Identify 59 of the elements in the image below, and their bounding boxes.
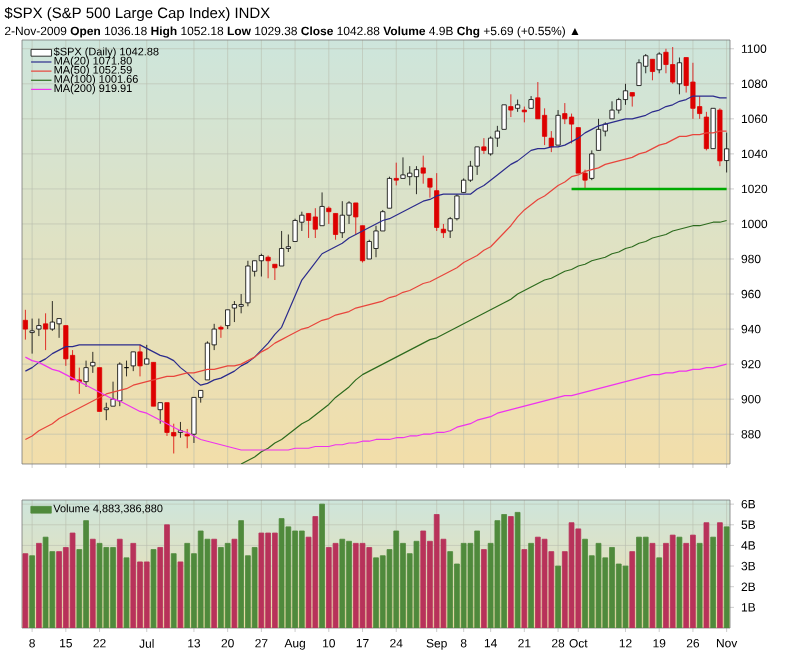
candlestick: [474, 146, 480, 176]
candlestick: [130, 351, 136, 372]
candlestick: [103, 402, 109, 421]
candlestick: [589, 149, 595, 181]
candlestick: [339, 200, 345, 239]
candlestick: [609, 100, 615, 120]
candlestick: [413, 165, 420, 195]
candlestick: [656, 51, 662, 74]
candlestick: [488, 135, 494, 157]
candlestick: [393, 162, 399, 186]
candlestick: [258, 253, 264, 277]
candlestick: [150, 361, 157, 407]
candlestick: [319, 192, 325, 227]
candlestick: [144, 344, 150, 365]
candlestick: [312, 207, 318, 239]
candlestick: [225, 309, 231, 330]
candlestick: [400, 156, 406, 179]
candlestick: [353, 202, 359, 235]
candlestick: [521, 106, 527, 123]
candlestick: [96, 367, 103, 412]
candlestick: [481, 137, 487, 155]
candlestick: [710, 107, 716, 150]
candlestick: [83, 360, 89, 388]
candlestick: [407, 165, 413, 186]
candlestick: [386, 176, 393, 209]
candlestick: [43, 312, 49, 351]
candlestick: [332, 213, 339, 241]
candlestick: [595, 118, 602, 151]
candlestick: [191, 397, 197, 444]
candlestick: [703, 111, 709, 151]
candlestick: [306, 213, 312, 239]
candlestick: [690, 62, 696, 120]
candlestick: [629, 92, 635, 107]
candlestick: [670, 46, 676, 85]
candlestick: [555, 109, 561, 146]
candlestick: [548, 130, 554, 153]
candlestick: [245, 260, 251, 307]
candlestick: [22, 309, 28, 340]
candlestick: [157, 402, 163, 425]
candlestick: [49, 300, 55, 332]
candlestick: [184, 428, 190, 449]
candlestick: [434, 172, 440, 232]
candlestick: [218, 325, 224, 339]
candlestick: [676, 57, 682, 95]
candlestick: [265, 255, 271, 279]
candlestick: [326, 206, 332, 225]
candlestick: [29, 318, 35, 355]
candlestick: [231, 300, 237, 323]
candlestick: [137, 344, 143, 377]
candlestick: [117, 361, 123, 407]
candlestick: [724, 132, 730, 173]
candlestick: [622, 83, 629, 106]
candlestick: [649, 58, 656, 81]
candlestick: [420, 155, 426, 185]
candlestick: [636, 58, 642, 86]
candlestick: [359, 225, 366, 263]
candlestick: [279, 230, 285, 267]
candlestick: [508, 93, 514, 118]
candlestick: [272, 263, 278, 281]
